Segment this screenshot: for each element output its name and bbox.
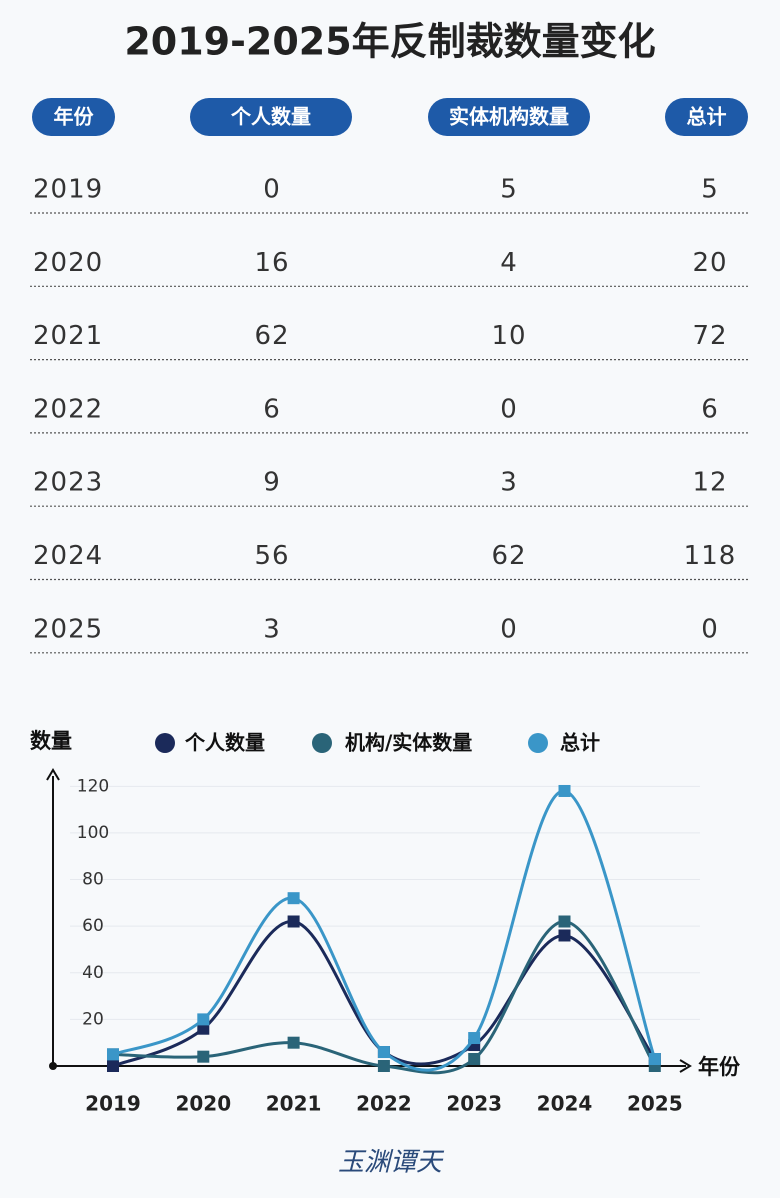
table-cell: 72 xyxy=(692,321,727,351)
table-cell: 0 xyxy=(263,175,281,205)
x-tick-label: 2023 xyxy=(446,1092,502,1116)
table-cell: 3 xyxy=(263,614,281,644)
table-cell: 6 xyxy=(701,394,719,424)
header-pill xyxy=(428,98,590,136)
table-cell: 2020 xyxy=(33,248,103,278)
x-tick-label: 2021 xyxy=(266,1092,322,1116)
y-tick-label: 20 xyxy=(82,1009,104,1029)
point-marker xyxy=(287,892,300,905)
header-pill xyxy=(665,98,748,136)
header-pill xyxy=(190,98,352,136)
point-marker xyxy=(558,784,571,797)
legend-swatch xyxy=(528,733,548,753)
x-tick-label: 2022 xyxy=(356,1092,412,1116)
table-cell: 2024 xyxy=(33,541,103,571)
table-cell: 0 xyxy=(500,394,518,424)
series-line xyxy=(112,789,657,1072)
point-marker xyxy=(107,1060,119,1072)
point-marker xyxy=(558,915,571,928)
table-cell: 3 xyxy=(500,468,518,498)
point-marker xyxy=(107,1048,119,1061)
table-cell: 2022 xyxy=(33,394,103,424)
table-cell: 2025 xyxy=(33,614,103,644)
table-cell: 2019 xyxy=(33,175,103,205)
point-marker xyxy=(558,929,571,942)
point-marker xyxy=(287,915,300,928)
y-tick-label: 120 xyxy=(77,776,109,796)
y-tick-label: 40 xyxy=(82,963,104,983)
table-cell: 5 xyxy=(500,175,518,205)
point-marker xyxy=(197,1022,210,1035)
point-marker xyxy=(377,1046,390,1059)
table-cell: 62 xyxy=(491,541,526,571)
axis-origin xyxy=(49,1062,57,1070)
legend-label: 机构/实体数量 xyxy=(345,731,472,755)
table-cell: 9 xyxy=(263,468,281,498)
legend-label: 个人数量 xyxy=(184,731,265,755)
x-tick-label: 2020 xyxy=(175,1092,231,1116)
header-pill xyxy=(32,98,115,136)
point-marker xyxy=(377,1060,390,1072)
table-cell: 2021 xyxy=(33,321,103,351)
title: 2019-2025年反制裁数量变化 xyxy=(124,20,655,64)
table-cell: 12 xyxy=(692,468,727,498)
table-cell: 62 xyxy=(254,321,289,351)
point-marker xyxy=(197,1013,210,1026)
header-label: 个人数量 xyxy=(230,105,311,129)
header-label: 年份 xyxy=(54,105,95,129)
point-marker xyxy=(648,1053,661,1066)
table-cell: 0 xyxy=(701,614,719,644)
x-tick-label: 2024 xyxy=(537,1092,593,1116)
table-cell: 10 xyxy=(491,321,526,351)
header-label: 实体机构数量 xyxy=(449,105,569,129)
y-tick-label: 80 xyxy=(82,870,104,890)
y-axis-title: 数量 xyxy=(30,729,72,753)
watermark: 玉渊谭天 xyxy=(338,1148,445,1178)
legend-swatch xyxy=(312,733,332,753)
table-cell: 2023 xyxy=(33,468,103,498)
table-cell: 4 xyxy=(500,248,518,278)
x-tick-label: 2025 xyxy=(627,1092,683,1116)
y-axis-arrow xyxy=(46,768,60,781)
y-tick-label: 60 xyxy=(82,916,104,936)
table-cell: 20 xyxy=(692,248,727,278)
point-marker xyxy=(287,1036,300,1049)
table-cell: 5 xyxy=(701,175,719,205)
header-label: 总计 xyxy=(687,105,727,129)
table-cell: 56 xyxy=(254,541,289,571)
point-marker xyxy=(197,1050,210,1063)
point-marker xyxy=(468,1032,481,1045)
table-cell: 118 xyxy=(684,541,737,571)
legend-swatch xyxy=(155,733,175,753)
point-marker xyxy=(468,1053,481,1066)
table-cell: 16 xyxy=(254,248,289,278)
table-cell: 0 xyxy=(500,614,518,644)
x-axis-title: 年份 xyxy=(698,1055,741,1079)
x-axis-arrow xyxy=(679,1059,692,1073)
x-tick-label: 2019 xyxy=(85,1092,141,1116)
table-cell: 6 xyxy=(263,394,281,424)
y-tick-label: 100 xyxy=(77,823,109,843)
legend-label: 总计 xyxy=(560,731,600,755)
